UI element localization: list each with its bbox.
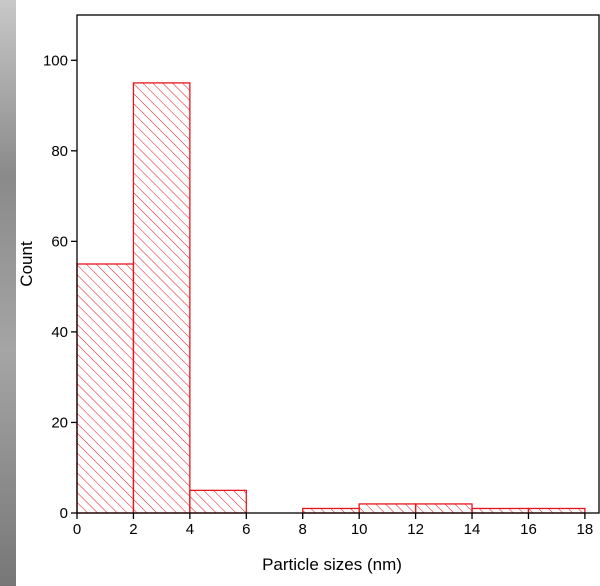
y-tick-label: 100: [43, 52, 68, 69]
plot-frame: [76, 14, 600, 514]
background-image-strip: [0, 0, 16, 586]
bar: [414, 503, 473, 514]
bar: [302, 507, 360, 514]
x-axis-label: Particle sizes (nm): [262, 555, 402, 574]
bar: [132, 82, 191, 514]
y-tick-label: 80: [51, 143, 68, 160]
x-tick-label: 2: [129, 521, 137, 538]
bar: [358, 503, 417, 514]
y-axis-label: Count: [17, 241, 36, 287]
x-tick-label: 16: [520, 521, 537, 538]
x-tick-label: 0: [73, 521, 81, 538]
y-tick-label: 40: [51, 324, 68, 341]
x-tick-label: 8: [299, 521, 307, 538]
x-tick-label: 10: [351, 521, 368, 538]
x-tick-label: 12: [407, 521, 424, 538]
x-tick-label: 14: [464, 521, 481, 538]
bar: [189, 489, 247, 514]
x-tick-label: 18: [577, 521, 594, 538]
y-tick-label: 20: [51, 414, 68, 431]
y-tick-label: 0: [60, 505, 68, 522]
bar: [76, 263, 135, 514]
y-tick-label: 60: [51, 233, 68, 250]
x-tick-label: 6: [242, 521, 250, 538]
bar: [527, 507, 586, 514]
bar: [471, 507, 530, 514]
x-tick-label: 4: [186, 521, 194, 538]
